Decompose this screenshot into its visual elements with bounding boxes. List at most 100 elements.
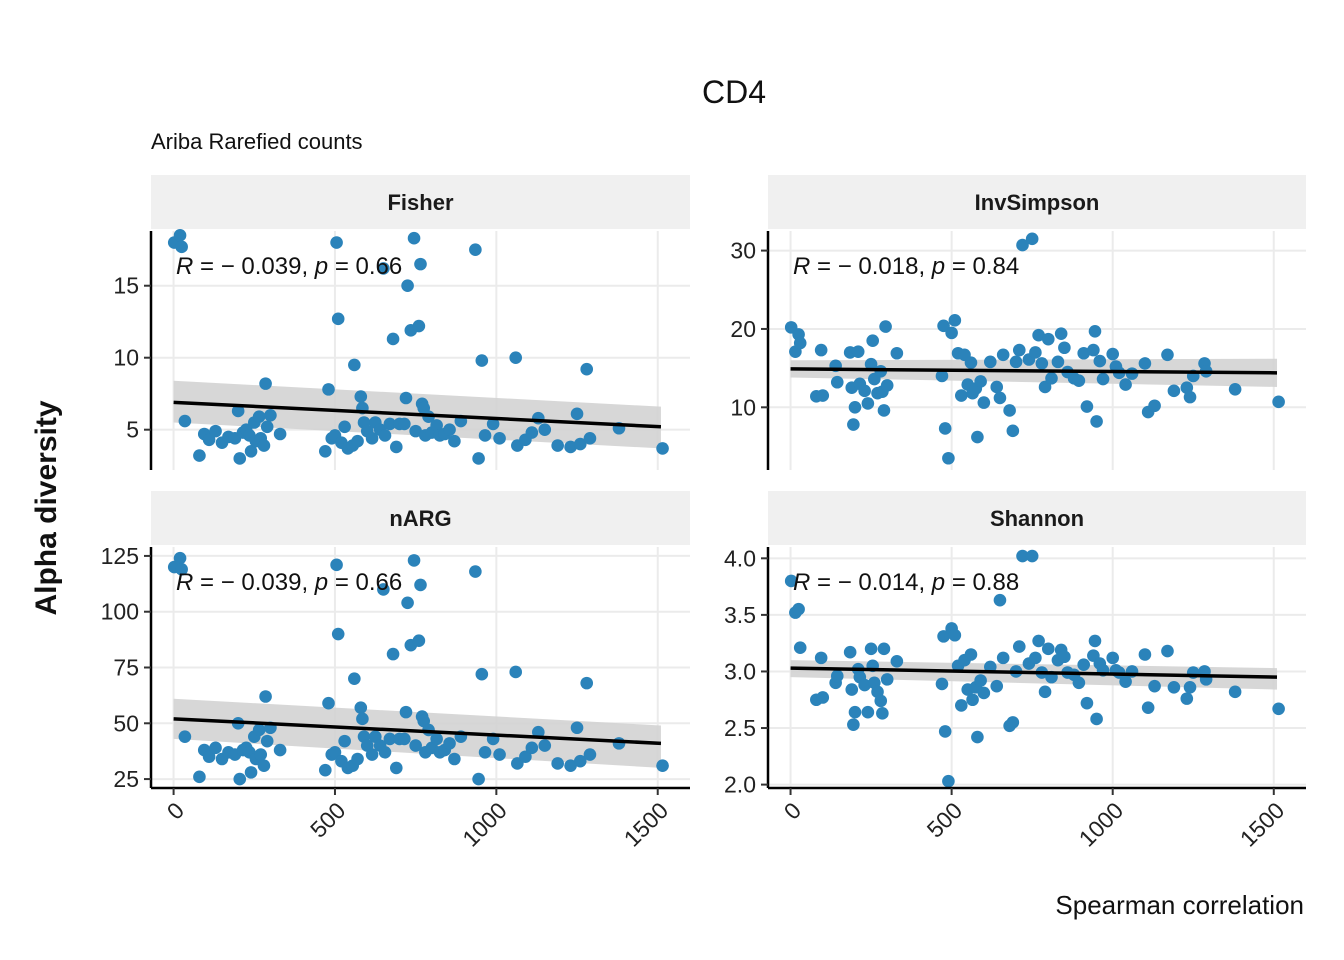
data-point [412, 634, 426, 648]
data-point [583, 432, 597, 445]
facet-strip [151, 491, 690, 545]
data-point [264, 408, 277, 422]
data-point [193, 770, 206, 784]
y-tick-label: 30 [730, 238, 756, 264]
data-point [430, 732, 443, 746]
chart-subtitle: Ariba Rarefied counts [151, 129, 363, 154]
data-point [193, 449, 206, 462]
data-point [318, 763, 332, 777]
data-point [469, 243, 482, 257]
data-point [1272, 702, 1285, 716]
data-point [509, 351, 523, 364]
data-point [1054, 327, 1068, 340]
data-point [876, 707, 889, 720]
data-point [1032, 328, 1045, 342]
data-point [233, 452, 247, 465]
y-tick-label: 3.0 [724, 658, 756, 684]
data-point [252, 723, 266, 737]
data-point [983, 355, 997, 369]
data-point [864, 642, 878, 656]
data-point [1090, 712, 1103, 726]
data-point [338, 734, 351, 748]
data-point [996, 348, 1010, 362]
data-point [209, 741, 222, 755]
data-point [260, 734, 274, 748]
data-point [942, 451, 955, 465]
y-tick-label: 5 [126, 417, 139, 443]
data-point [409, 424, 422, 438]
data-point [847, 418, 860, 431]
x-tick-label: 0 [162, 797, 189, 824]
data-point [322, 696, 335, 710]
data-point [942, 774, 955, 788]
x-tick-label: 500 [305, 797, 351, 843]
data-point [1029, 651, 1042, 665]
y-tick-label: 100 [101, 599, 139, 625]
data-point [1072, 374, 1086, 387]
correlation-annotation: R = − 0.014, p = 0.88 [793, 569, 1019, 596]
confidence-band [173, 698, 661, 768]
data-point [409, 739, 422, 752]
data-point [564, 759, 577, 772]
data-point [996, 651, 1010, 665]
data-point [974, 674, 987, 687]
data-point [1012, 640, 1026, 653]
data-point [1077, 346, 1091, 360]
y-tick-label: 75 [113, 655, 139, 681]
data-point [443, 423, 456, 436]
data-point [971, 430, 984, 444]
data-point [1025, 549, 1039, 563]
facet-strip [768, 491, 1306, 545]
data-point [814, 343, 828, 357]
facet-panel-shannon: Shannon R = − 0.014, p = 0.88 2.0 2.5 3.0 3.5… [724, 491, 1306, 852]
data-point [843, 645, 857, 659]
data-point [398, 417, 411, 431]
data-point [1016, 238, 1029, 252]
data-point [486, 417, 500, 431]
facet-strip-label: InvSimpson [975, 190, 1100, 215]
data-point [1180, 692, 1194, 705]
data-point [377, 583, 390, 596]
data-point [573, 754, 587, 768]
facet-panels: Fisher R = − 0.039, p = 0.66 5 10 15 InvSimps… [101, 175, 1306, 852]
data-point [845, 683, 859, 696]
data-point [254, 748, 268, 761]
facet-panel-fisher: Fisher R = − 0.039, p = 0.66 5 10 15 [113, 175, 690, 470]
data-point [383, 732, 397, 746]
facet-strip-label: nARG [389, 506, 451, 531]
data-point [1045, 372, 1058, 385]
data-point [858, 678, 871, 692]
data-point [877, 404, 891, 417]
data-point [858, 384, 871, 398]
data-point [322, 383, 335, 396]
data-point [173, 551, 187, 565]
data-point [1088, 325, 1102, 338]
data-point [993, 391, 1007, 405]
facet-panel-invsimpson: InvSimpson R = − 0.018, p = 0.84 10 20 30 [730, 175, 1306, 470]
data-point [386, 332, 400, 346]
data-point [448, 434, 461, 448]
data-point [475, 667, 489, 681]
data-point [816, 691, 830, 704]
data-point [356, 712, 369, 726]
data-point [890, 654, 904, 668]
x-tick-label: 1500 [1235, 797, 1290, 852]
data-point [890, 346, 904, 360]
data-point [964, 356, 978, 369]
x-tick-label: 1000 [1074, 797, 1129, 852]
data-point [354, 701, 368, 714]
data-point [383, 417, 397, 431]
facet-strip [151, 175, 690, 229]
data-point [564, 440, 577, 454]
data-point [175, 563, 188, 576]
data-point [1041, 642, 1055, 656]
data-point [1167, 681, 1181, 694]
data-point [348, 358, 361, 372]
data-point [954, 699, 968, 712]
chart-title: CD4 [702, 74, 766, 110]
data-point [386, 647, 400, 661]
data-point [879, 320, 892, 333]
correlation-annotation: R = − 0.018, p = 0.84 [793, 253, 1019, 280]
data-point [1038, 685, 1052, 699]
data-point [880, 673, 894, 686]
